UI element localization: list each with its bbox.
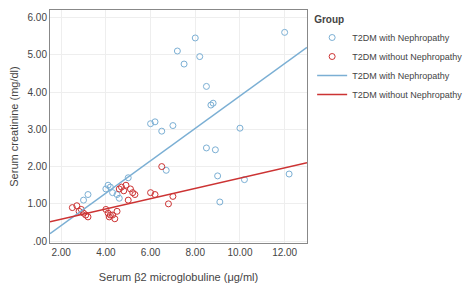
svg-text:2.00: 2.00 [51,247,71,258]
svg-text:3.00: 3.00 [28,124,48,135]
svg-text:T2DM without Nephropathy: T2DM without Nephropathy [352,90,462,100]
svg-text:5.00: 5.00 [28,49,48,60]
svg-text:Serum creatinine (mg/dl): Serum creatinine (mg/dl) [8,66,20,186]
svg-text:Group: Group [314,14,344,25]
svg-text:.00: .00 [33,236,47,247]
svg-text:2.00: 2.00 [28,161,48,172]
svg-text:T2DM with Nephropathy: T2DM with Nephropathy [352,71,450,81]
svg-text:6.00: 6.00 [141,247,161,258]
svg-text:8.00: 8.00 [186,247,206,258]
svg-text:4.00: 4.00 [96,247,116,258]
svg-text:T2DM with Nephropathy: T2DM with Nephropathy [352,33,450,43]
svg-text:6.00: 6.00 [28,12,48,23]
svg-text:Serum β2 microglobuline (μg/ml: Serum β2 microglobuline (μg/ml) [99,271,258,283]
svg-text:10.00: 10.00 [227,247,252,258]
svg-text:1.00: 1.00 [28,198,48,209]
svg-text:T2DM without Nephropathy: T2DM without Nephropathy [352,52,462,62]
svg-text:4.00: 4.00 [28,87,48,98]
svg-text:12.00: 12.00 [272,247,297,258]
